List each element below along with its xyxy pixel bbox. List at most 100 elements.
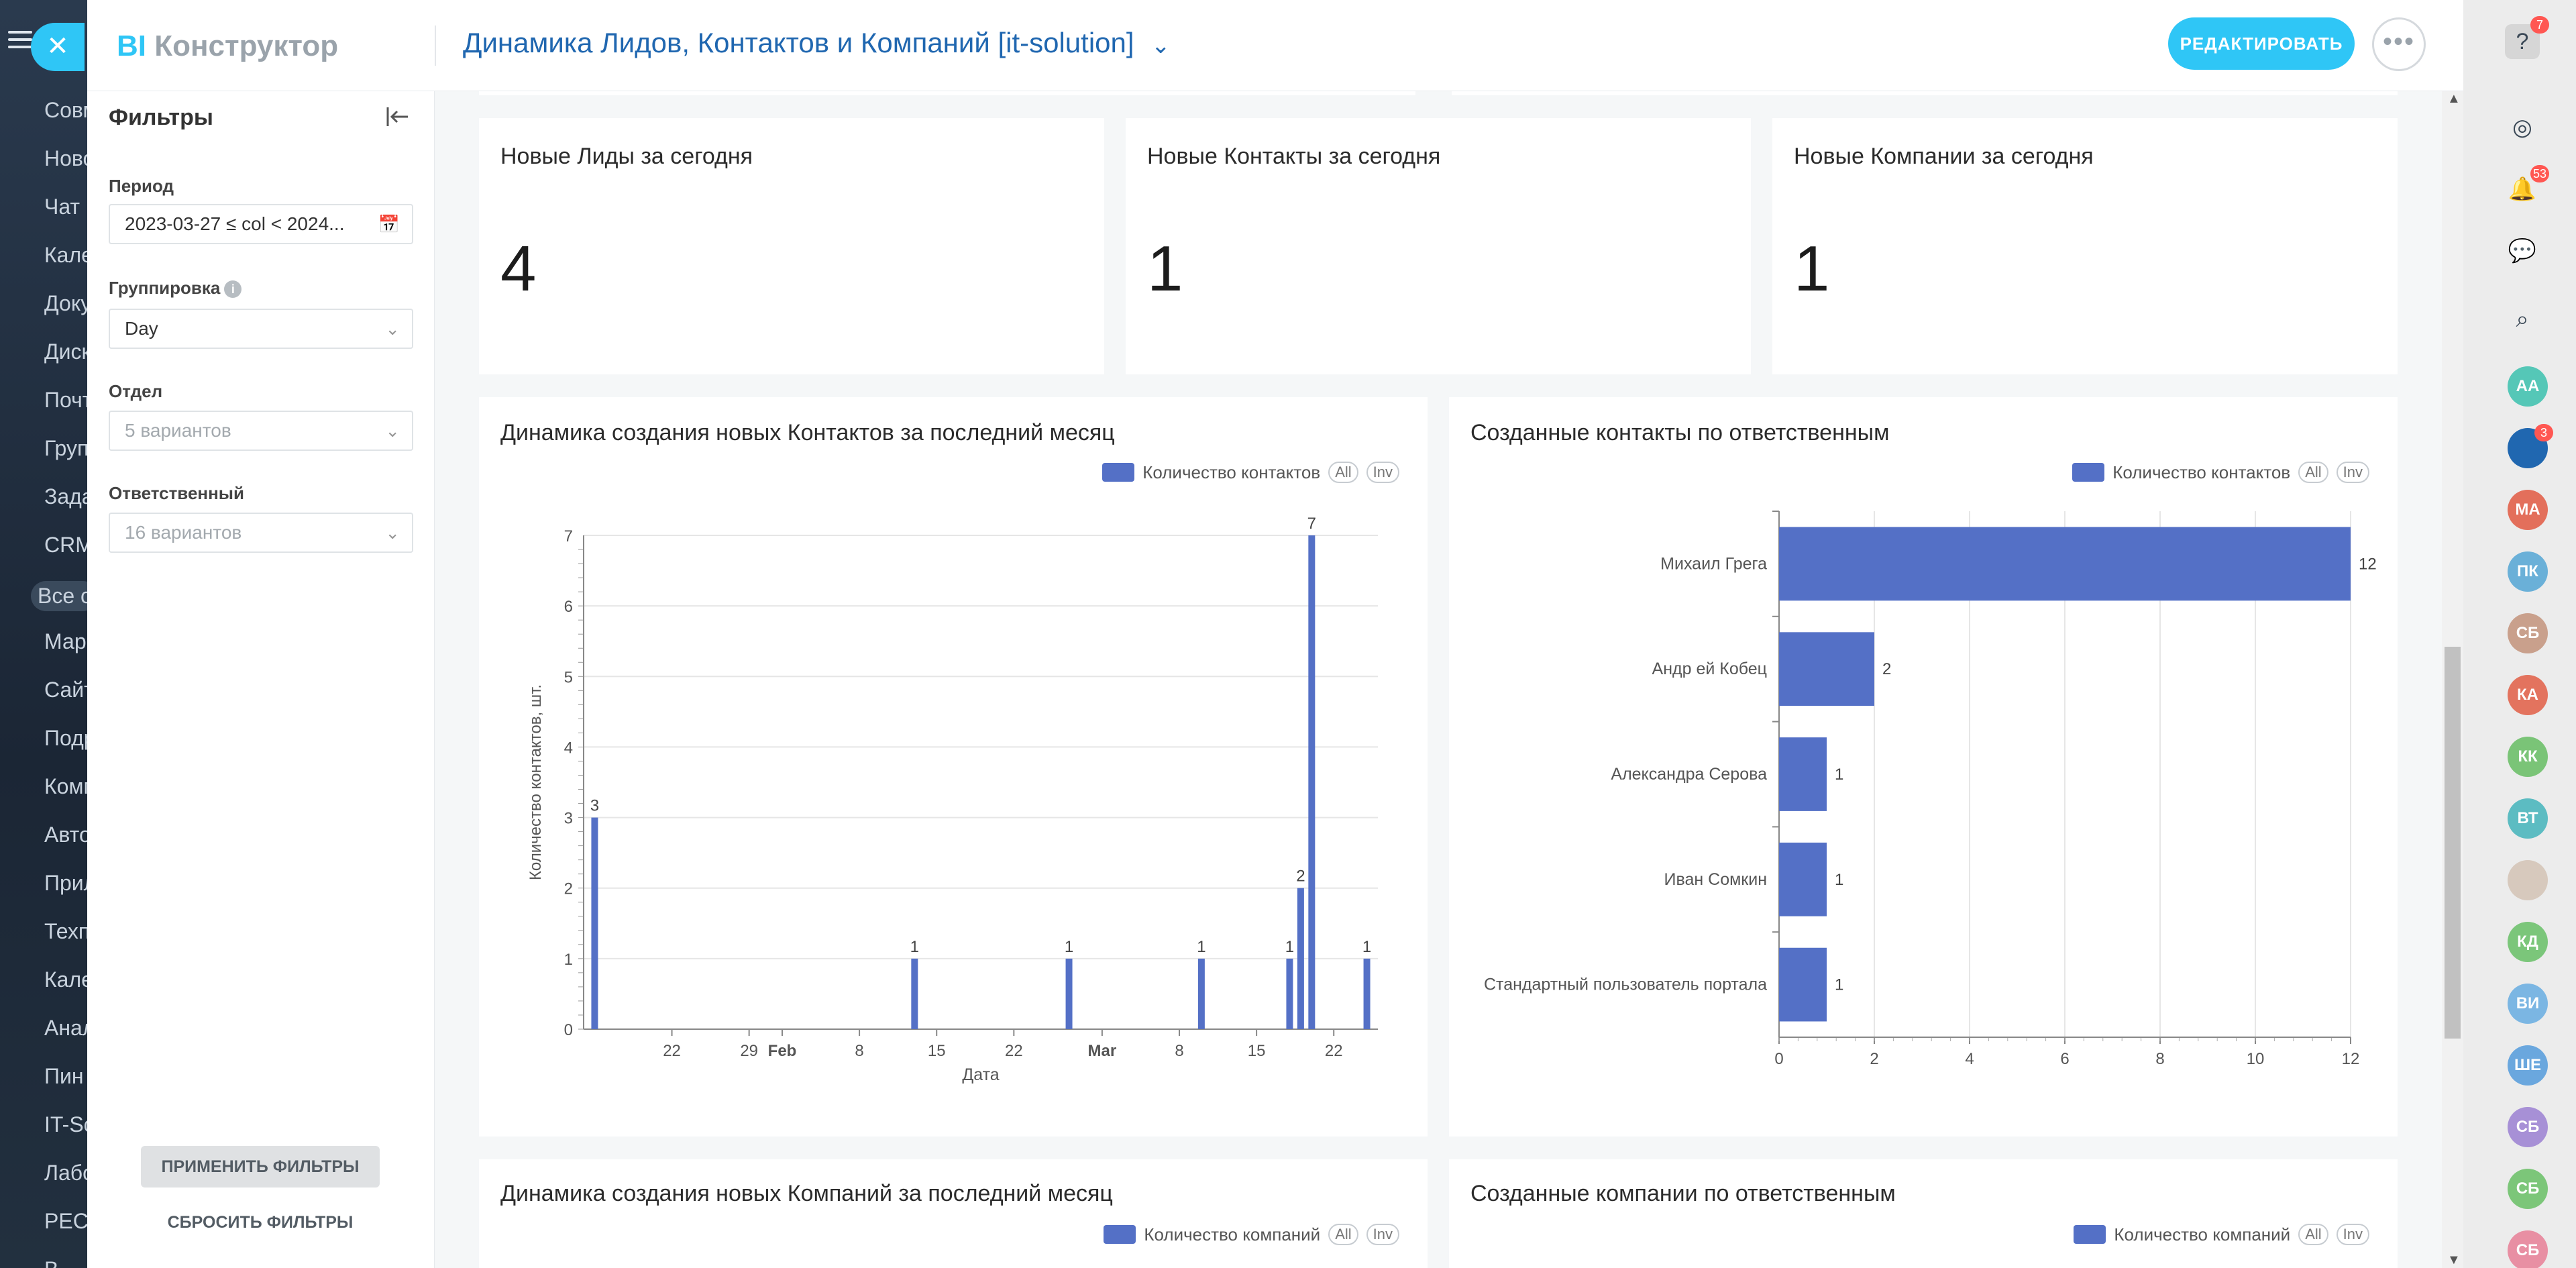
- chart-legend[interactable]: Количество контактов All Inv: [2072, 462, 2369, 483]
- bar: [1065, 958, 1073, 1029]
- info-icon[interactable]: i: [224, 280, 242, 298]
- department-label: Отдел: [109, 381, 163, 401]
- app-sidebar-item[interactable]: Ново: [44, 146, 95, 170]
- data-label: 12: [2359, 555, 2377, 573]
- department-select[interactable]: 5 вариантов ⌄: [109, 411, 413, 451]
- user-avatar[interactable]: СБ: [2508, 1107, 2548, 1147]
- responsible-select[interactable]: 16 вариантов ⌄: [109, 513, 413, 553]
- app-sidebar-item[interactable]: Кале: [44, 967, 93, 992]
- menu-icon[interactable]: [8, 31, 32, 48]
- legend-inv-button[interactable]: Inv: [1366, 462, 1399, 483]
- user-avatar[interactable]: КК: [2508, 737, 2548, 777]
- app-sidebar-item[interactable]: Сайт: [44, 678, 94, 702]
- content-scrollbar[interactable]: ▲ ▼: [2442, 91, 2463, 1268]
- user-avatar[interactable]: ПК: [2508, 551, 2548, 592]
- x-tick-label: 6: [2060, 1050, 2069, 1068]
- chart-legend[interactable]: Количество компаний All Inv: [2074, 1224, 2369, 1245]
- app-sidebar-item[interactable]: Авто: [44, 823, 91, 847]
- bar: [1308, 535, 1316, 1029]
- panel-header: BI Конструктор Динамика Лидов, Контактов…: [87, 0, 2463, 91]
- copilot-icon[interactable]: ◎: [2512, 115, 2532, 140]
- dashboard-title[interactable]: Динамика Лидов, Контактов и Компаний [it…: [463, 27, 1134, 58]
- chart-legend[interactable]: Количество компаний All Inv: [1104, 1224, 1399, 1245]
- reset-filters-button[interactable]: СБРОСИТЬ ФИЛЬТРЫ: [167, 1213, 354, 1232]
- user-avatar[interactable]: КД: [2508, 922, 2548, 962]
- legend-all-button[interactable]: All: [1328, 1224, 1358, 1245]
- y-axis-title: Количество контактов, шт.: [527, 684, 545, 880]
- close-panel-button[interactable]: ✕: [31, 23, 85, 71]
- department-placeholder: 5 вариантов: [125, 420, 231, 441]
- app-sidebar-item[interactable]: Груп: [44, 436, 89, 460]
- chat-icon[interactable]: 💬: [2508, 238, 2537, 264]
- period-input[interactable]: 2023-03-27 ≤ col < 2024... 📅: [109, 204, 413, 244]
- edit-button[interactable]: РЕДАКТИРОВАТЬ: [2168, 17, 2355, 70]
- user-avatar[interactable]: МА: [2508, 490, 2548, 530]
- chevron-down-icon[interactable]: ⌄: [1151, 33, 1171, 58]
- legend-inv-button[interactable]: Inv: [2336, 1224, 2369, 1245]
- user-avatar[interactable]: ВИ: [2508, 984, 2548, 1024]
- apply-filters-button[interactable]: ПРИМЕНИТЬ ФИЛЬТРЫ: [141, 1146, 380, 1187]
- user-avatar[interactable]: СБ: [2508, 1230, 2548, 1268]
- grouping-select[interactable]: Day ⌄: [109, 309, 413, 349]
- data-label: 1: [1835, 765, 1843, 784]
- scroll-down-icon[interactable]: ▼: [2447, 1253, 2461, 1267]
- data-label: 1: [1065, 938, 1073, 956]
- app-sidebar-item[interactable]: Диск: [44, 339, 91, 364]
- chat-badge: 3: [2534, 424, 2553, 441]
- bar: [1286, 958, 1293, 1029]
- bar: [1363, 958, 1371, 1029]
- legend-inv-button[interactable]: Inv: [2336, 462, 2369, 483]
- x-tick-label: 4: [1965, 1050, 1974, 1068]
- user-avatar[interactable]: ВТ: [2508, 798, 2548, 839]
- legend-all-button[interactable]: All: [2298, 462, 2328, 483]
- app-sidebar-item[interactable]: Все с: [31, 581, 99, 611]
- x-tick-label: 8: [2155, 1050, 2164, 1068]
- app-sidebar-item[interactable]: Почт: [44, 388, 93, 412]
- app-sidebar-item[interactable]: CRM: [44, 533, 93, 557]
- user-avatar[interactable]: СБ: [2508, 1169, 2548, 1209]
- app-sidebar-item[interactable]: Доку: [44, 291, 92, 315]
- app-sidebar-item[interactable]: Мар: [44, 629, 87, 653]
- search-icon[interactable]: ⌕: [2516, 307, 2529, 332]
- legend-label: Количество контактов: [2112, 462, 2291, 482]
- legend-inv-button[interactable]: Inv: [1366, 1224, 1399, 1245]
- user-avatar[interactable]: КА: [2508, 675, 2548, 715]
- app-sidebar-item[interactable]: В: [44, 1257, 58, 1268]
- collapse-panel-icon[interactable]: [382, 102, 412, 131]
- more-options-button[interactable]: •••: [2372, 17, 2426, 71]
- data-label: 1: [1285, 938, 1294, 956]
- chart-legend[interactable]: Количество контактов All Inv: [1102, 462, 1399, 483]
- app-sidebar-item[interactable]: Лабо: [44, 1161, 95, 1185]
- legend-all-button[interactable]: All: [1328, 462, 1358, 483]
- bar: [1779, 527, 2351, 601]
- user-avatar[interactable]: АА: [2508, 366, 2548, 407]
- app-sidebar-item[interactable]: Пин: [44, 1064, 84, 1088]
- kpi-card-companies: Новые Компании за сегодня 1: [1772, 118, 2398, 374]
- bell-icon[interactable]: 🔔: [2508, 176, 2537, 202]
- app-sidebar-item[interactable]: Техп: [44, 919, 91, 943]
- app-sidebar-item[interactable]: Зада: [44, 484, 94, 509]
- scroll-thumb[interactable]: [2445, 647, 2461, 1039]
- user-avatar[interactable]: ШЕ: [2508, 1045, 2548, 1086]
- legend-swatch: [2072, 463, 2105, 482]
- category-label: Стандартный пользователь портала: [1484, 975, 1767, 994]
- app-sidebar-item[interactable]: Подр: [44, 726, 96, 750]
- right-app-bar: ? 7 ◎ 🔔 53 💬 ⌕ АА МА ПК СБ КА КК ВТ КД ВИ ШЕ СБ СБ С…: [2463, 0, 2576, 1268]
- companies-by-owner-card: Созданные компании по ответственным Коли…: [1449, 1159, 2398, 1268]
- app-sidebar-item[interactable]: Комп: [44, 774, 95, 798]
- scroll-up-icon[interactable]: ▲: [2447, 91, 2461, 106]
- card-title: Созданные компании по ответственным: [1470, 1181, 1896, 1206]
- app-sidebar-item[interactable]: Анал: [44, 1016, 95, 1040]
- y-tick-label: 4: [564, 739, 573, 757]
- header-divider: [435, 25, 436, 66]
- card-title: Созданные контакты по ответственным: [1470, 420, 1890, 445]
- card-edge: [1452, 91, 2398, 95]
- app-sidebar: Совм Ново Чат и Кале Доку Диск Почт Груп Зада CRM…: [0, 0, 101, 1268]
- user-avatar[interactable]: [2508, 860, 2548, 900]
- app-sidebar-item[interactable]: Кале: [44, 243, 93, 267]
- app-sidebar-item[interactable]: IT-Sc: [44, 1112, 95, 1137]
- user-avatar[interactable]: СБ: [2508, 613, 2548, 653]
- contacts-by-owner-card: Созданные контакты по ответственным Коли…: [1449, 397, 2398, 1137]
- legend-all-button[interactable]: All: [2298, 1224, 2328, 1245]
- contacts-dynamics-card: Динамика создания новых Контактов за пос…: [479, 397, 1428, 1137]
